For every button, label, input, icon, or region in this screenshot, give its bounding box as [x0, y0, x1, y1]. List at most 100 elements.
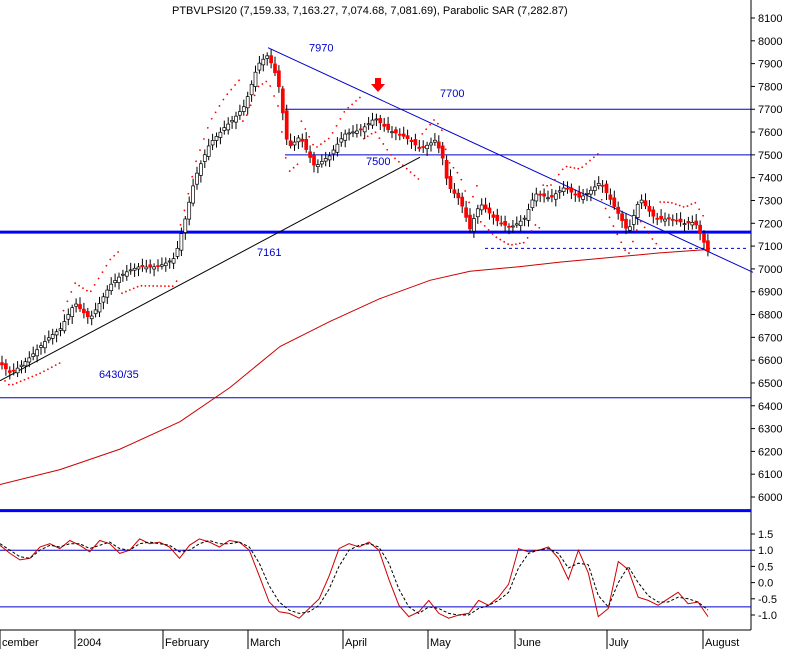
sar-dot: [39, 372, 41, 375]
sar-dot: [164, 285, 166, 288]
candle-body: [156, 265, 160, 267]
sar-dot: [109, 258, 112, 261]
sar-dot: [534, 224, 537, 226]
candle-body: [448, 176, 453, 190]
sar-dot: [483, 224, 486, 227]
candle-body: [655, 217, 660, 220]
sar-dot: [210, 117, 213, 120]
price-y-tick-label: 6600: [758, 355, 782, 367]
candle-body: [214, 136, 219, 141]
candle-body: [339, 138, 344, 143]
candle-body: [0, 362, 4, 366]
candle-body: [316, 164, 320, 167]
sar-dot: [425, 128, 428, 131]
x-axis-label: 2004: [77, 637, 101, 649]
sar-dot: [690, 203, 693, 206]
candle-body: [569, 187, 574, 193]
sar-dot: [417, 178, 420, 180]
price-y-tick-label: 6700: [758, 332, 782, 344]
candle-body: [160, 264, 164, 267]
candle-body: [612, 197, 617, 207]
sar-dot: [394, 157, 396, 160]
candle-body: [538, 193, 543, 196]
sar-dot: [15, 382, 18, 384]
osc-series-1: [0, 539, 709, 616]
sar-dot: [35, 374, 38, 376]
candle-body: [343, 133, 348, 141]
candle-body: [230, 120, 234, 123]
sar-dot: [600, 198, 603, 201]
candle-body: [596, 182, 601, 187]
osc-y-tick-label: 1.5: [758, 529, 773, 541]
candle-body: [507, 225, 511, 228]
downtrend-line: [267, 47, 754, 273]
sar-dot: [491, 233, 494, 235]
osc-y-tick-label: 0.0: [758, 578, 773, 590]
sar-dot: [479, 220, 482, 223]
price-y-tick-label: 7800: [758, 81, 782, 93]
candle-body: [269, 55, 273, 64]
candle-body: [226, 123, 231, 131]
candle-body: [390, 131, 394, 134]
sar-dot: [585, 162, 587, 165]
candle-body: [121, 273, 125, 276]
candle-body: [78, 304, 82, 309]
candle-body: [686, 221, 691, 224]
candle-body: [628, 226, 632, 231]
sar-dot: [125, 290, 127, 293]
sar-dot: [47, 368, 49, 371]
chart-title: PTBVLPSI20 (7,159.33, 7,163.27, 7,074.68…: [172, 5, 568, 17]
price-y-tick-label: 7300: [758, 195, 782, 207]
candle-body: [464, 207, 468, 218]
sar-dot: [308, 135, 311, 138]
sar-dot: [608, 216, 611, 219]
candle-body: [456, 192, 461, 199]
candle-body: [546, 197, 550, 200]
x-axis-label: February: [165, 637, 210, 649]
candle-body: [534, 193, 539, 202]
candle-body: [706, 240, 710, 252]
price-y-tick-label: 6200: [758, 446, 782, 458]
candle-body: [273, 63, 277, 74]
candle-body: [670, 219, 675, 221]
sar-dot: [624, 249, 626, 252]
candle-body: [261, 58, 266, 66]
sar-dot: [472, 195, 474, 198]
sar-dot: [405, 167, 408, 170]
candle-body: [550, 195, 554, 198]
candle-body: [140, 265, 145, 268]
candle-body: [312, 154, 316, 166]
price-panel: 6000 6100 6200 6300 6400 6500 6600 6700 6800 6900…: [0, 13, 782, 513]
sar-dot: [7, 383, 10, 386]
osc-y-tick-label: -0.5: [758, 594, 777, 606]
sar-dot: [620, 241, 623, 244]
candle-body: [542, 193, 546, 197]
sar-dot: [343, 110, 346, 113]
candle-body: [526, 209, 531, 221]
candle-body: [444, 159, 449, 179]
sar-dot: [265, 80, 268, 83]
sar-dot: [121, 292, 123, 295]
sar-dot: [429, 123, 431, 126]
candle-body: [179, 233, 184, 251]
sar-dot: [58, 362, 61, 364]
candle-body: [405, 135, 410, 140]
candle-body: [136, 266, 141, 270]
candle-body: [15, 367, 20, 374]
sar-dot: [421, 132, 424, 135]
sar-dot: [93, 284, 96, 286]
candle-body: [257, 62, 262, 71]
candle-body: [436, 141, 441, 149]
sar-dot: [148, 285, 151, 287]
candle-body: [690, 222, 695, 226]
sar-dot: [82, 287, 84, 290]
sar-dot: [409, 171, 412, 174]
sar-dot: [4, 379, 6, 382]
sar-dot: [238, 79, 240, 82]
sar-dot: [487, 228, 490, 231]
sar-dot: [156, 285, 159, 287]
candle-body: [678, 218, 683, 223]
candle-body: [698, 224, 702, 234]
price-y-tick-label: 7200: [758, 218, 782, 230]
